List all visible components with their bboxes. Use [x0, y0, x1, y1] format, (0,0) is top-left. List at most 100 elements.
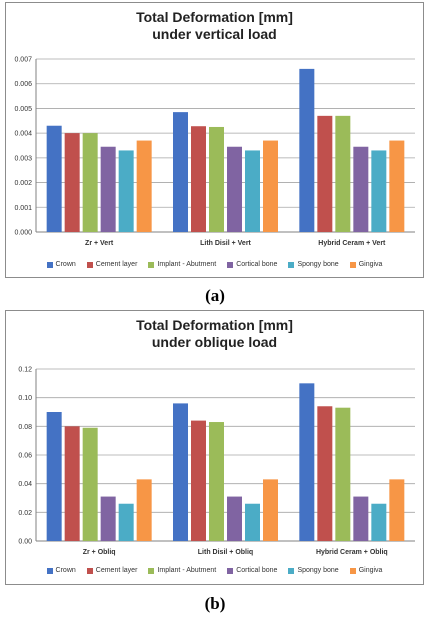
- chart-title-line1: Total Deformation [mm]: [136, 9, 293, 25]
- legend-label: Crown: [55, 567, 76, 574]
- legend-item: Cement layer: [86, 567, 138, 574]
- legend-item: Spongy bone: [288, 567, 339, 574]
- legend-label: Cortical bone: [236, 261, 278, 268]
- y-tick-label: 0.001: [14, 205, 32, 212]
- legend-swatch: [46, 261, 53, 268]
- legend-swatch: [288, 261, 295, 268]
- legend-item: Crown: [46, 567, 76, 574]
- legend-item: Gingiva: [349, 567, 382, 574]
- bar-gingiva: [389, 479, 405, 541]
- bar-crown: [46, 412, 62, 541]
- bar-gingiva: [136, 479, 152, 541]
- bar-implant-abutment: [82, 133, 98, 232]
- bar-chart-oblique: 0.00 0.02 0.04 0.06 0.08 0.10 0.12 Zr + Obliq Li…: [18, 367, 415, 556]
- bar-implant-abutment: [335, 115, 351, 232]
- legend-item: Implant - Abutment: [148, 567, 216, 574]
- bar-chart-vertical: 0.000 0.001 0.002 0.003 0.004 0.005 0.006 0.007…: [14, 57, 415, 247]
- legend-label: Cement layer: [95, 567, 138, 574]
- legend-item: Spongy bone: [288, 261, 339, 268]
- bar-spongy-bone: [371, 150, 387, 232]
- y-tick-label: 0.00: [18, 539, 32, 546]
- legend-label: Gingiva: [358, 261, 383, 268]
- y-tick-label: 0.002: [14, 180, 32, 187]
- chart-panel-vertical: Total Deformation [mm] under vertical lo…: [5, 2, 424, 278]
- bar-implant-abutment: [209, 422, 224, 541]
- y-tick-label: 0.006: [14, 81, 32, 88]
- chart-title: Total Deformation [mm] under oblique loa…: [6, 317, 423, 351]
- bar-spongy-bone: [118, 503, 134, 541]
- bar-cement-layer: [191, 420, 206, 541]
- bar-implant-abutment: [335, 407, 351, 541]
- figure-caption-b: (b): [204, 594, 226, 613]
- y-tick-label: 0.004: [14, 131, 32, 138]
- bar-cement-layer: [64, 133, 80, 232]
- legend-label: Cement layer: [95, 261, 138, 268]
- legend-item: Crown: [46, 261, 76, 268]
- legend-swatch: [227, 567, 234, 574]
- bar-crown: [299, 383, 315, 541]
- y-tick-label: 0.12: [18, 367, 32, 374]
- bar-gingiva: [136, 140, 152, 232]
- legend-label: Implant - Abutment: [157, 261, 217, 268]
- chart-title-line2: under oblique load: [151, 334, 278, 350]
- legend-item: Gingiva: [349, 261, 383, 268]
- y-tick-label: 0.02: [18, 510, 32, 517]
- legend-swatch: [46, 567, 53, 574]
- legend-label: Crown: [55, 261, 76, 268]
- bar-cement-layer: [317, 406, 333, 541]
- chart-title-line1: Total Deformation [mm]: [136, 317, 293, 333]
- legend-swatch: [349, 567, 356, 574]
- bar-implant-abutment: [82, 427, 98, 541]
- bar-crown: [46, 125, 62, 232]
- x-category-label: Hybrid Ceram + Obliq: [316, 549, 388, 556]
- x-category-label: Zr + Obliq: [83, 549, 116, 556]
- bar-cortical-bone: [100, 496, 116, 541]
- legend-swatch: [288, 567, 295, 574]
- legend-label: Cortical bone: [236, 567, 278, 574]
- legend-swatch: [86, 567, 93, 574]
- legend-swatch: [349, 261, 356, 268]
- y-tick-label: 0.08: [18, 424, 32, 431]
- bar-spongy-bone: [118, 150, 134, 232]
- y-tick-label: 0.005: [14, 106, 32, 113]
- bar-spongy-bone: [245, 503, 260, 541]
- bar-gingiva: [389, 140, 405, 232]
- bar-spongy-bone: [371, 503, 387, 541]
- y-tick-label: 0.007: [14, 57, 32, 64]
- legend-item: Cement layer: [86, 261, 138, 268]
- bar-cement-layer: [317, 115, 333, 232]
- bar-cement-layer: [191, 126, 206, 232]
- x-category-label: Zr + Vert: [85, 240, 114, 247]
- chart-panel-oblique: Total Deformation [mm] under oblique loa…: [5, 310, 424, 585]
- bar-crown: [173, 403, 188, 541]
- y-tick-label: 0.003: [14, 155, 32, 162]
- bar-cortical-bone: [100, 146, 116, 232]
- bar-gingiva: [263, 479, 278, 541]
- bar-spongy-bone: [245, 150, 260, 232]
- chart-title: Total Deformation [mm] under vertical lo…: [6, 9, 423, 43]
- bar-cement-layer: [64, 426, 80, 541]
- y-tick-label: 0.000: [14, 230, 32, 237]
- y-tick-label: 0.04: [18, 481, 32, 488]
- legend-swatch: [148, 261, 155, 268]
- bar-crown: [299, 68, 315, 232]
- chart-title-line2: under vertical load: [152, 26, 277, 42]
- legend-swatch: [148, 567, 155, 574]
- legend-item: Cortical bone: [227, 261, 277, 268]
- y-tick-label: 0.10: [18, 395, 32, 402]
- bar-cortical-bone: [353, 496, 369, 541]
- bar-implant-abutment: [209, 126, 224, 232]
- legend-item: Implant - Abutment: [148, 261, 216, 268]
- legend-swatch: [227, 261, 234, 268]
- bar-gingiva: [263, 140, 278, 232]
- legend-label: Spongy bone: [297, 567, 339, 574]
- y-tick-label: 0.06: [18, 453, 32, 460]
- bar-cortical-bone: [227, 146, 242, 232]
- legend-label: Spongy bone: [297, 261, 339, 268]
- legend-swatch: [86, 261, 93, 268]
- bar-cortical-bone: [227, 496, 242, 541]
- x-category-label: Hybrid Ceram + Vert: [318, 240, 386, 247]
- chart-legend: Crown Cement layer Implant - Abutment Corti…: [6, 567, 423, 574]
- chart-legend: Crown Cement layer Implant - Abutment Corti…: [6, 261, 423, 268]
- legend-item: Cortical bone: [227, 567, 277, 574]
